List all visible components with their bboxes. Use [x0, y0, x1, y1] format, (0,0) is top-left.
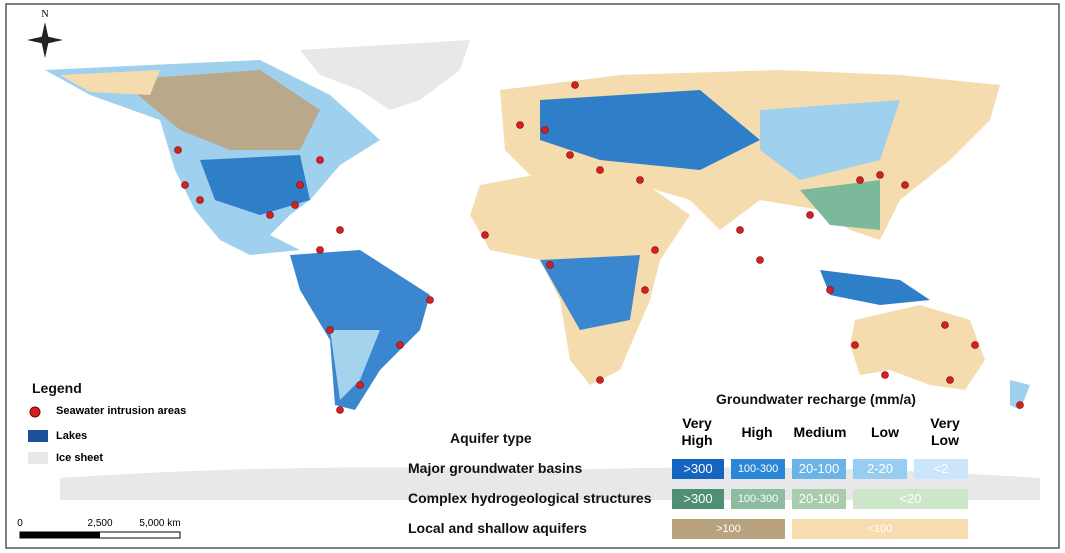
scale-label: 5,000 km [139, 518, 180, 529]
column-header: Very Low [930, 415, 960, 448]
land [820, 270, 930, 305]
table-cell: 2-20 [853, 459, 907, 479]
legend-dot [29, 406, 41, 418]
ice-sheet [300, 40, 470, 110]
table-cell: <2 [914, 459, 968, 479]
legend-item: Lakes [56, 430, 88, 442]
legend-lakes [28, 430, 48, 442]
land [850, 305, 985, 390]
land [120, 70, 320, 150]
legend-item: Seawater intrusion areas [56, 405, 187, 417]
land [540, 255, 640, 330]
row-label: Complex hydrogeological structures [408, 490, 652, 506]
column-header: Very High [681, 415, 713, 448]
table-cell: 100-300 [731, 459, 785, 479]
land [760, 100, 900, 180]
row-header: Aquifer type [450, 430, 532, 446]
legend-title: Legend [32, 380, 82, 396]
table-cell: >100 [672, 519, 785, 539]
land [200, 155, 310, 215]
table-cell: 20-100 [792, 489, 846, 509]
seawater-dots [174, 81, 1024, 414]
land [800, 180, 880, 230]
table-title: Groundwater recharge (mm/a) [716, 391, 916, 407]
land [330, 330, 380, 400]
frame [5, 3, 1060, 549]
scale-bar [20, 532, 100, 538]
land [60, 70, 160, 95]
table-cell: <20 [853, 489, 968, 509]
table-cell: >300 [672, 459, 724, 479]
row-label: Local and shallow aquifers [408, 520, 587, 536]
table-cell: >300 [672, 489, 724, 509]
legend-item: Ice sheet [56, 452, 104, 464]
legend-ice [28, 452, 48, 464]
scale-label: 0 [17, 518, 23, 529]
table-cell: <100 [792, 519, 968, 539]
column-header: High [741, 424, 773, 440]
land [1010, 380, 1030, 410]
compass-rose [27, 22, 63, 58]
column-header: Medium [793, 424, 847, 440]
row-label: Major groundwater basins [408, 460, 583, 476]
table-cell: 100-300 [731, 489, 785, 509]
table-cell: 20-100 [792, 459, 846, 479]
scale-label: 2,500 [87, 518, 112, 529]
land [540, 90, 760, 170]
compass-label: N [41, 9, 48, 20]
column-header: Low [871, 424, 899, 440]
